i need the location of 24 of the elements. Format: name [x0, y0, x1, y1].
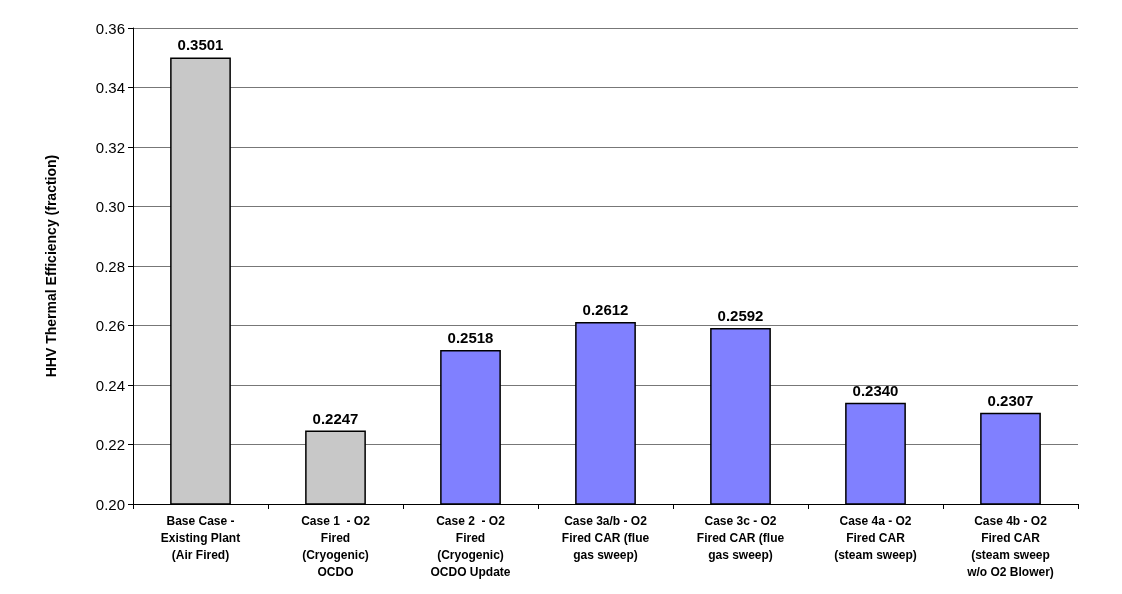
data-label: 0.3501: [177, 36, 224, 54]
data-label: 0.2340: [852, 381, 899, 399]
x-tick-label: Case 4b - O2 Fired CAR (steam sweep w/o O2 Blower): [966, 513, 1054, 579]
data-label: 0.2307: [987, 391, 1034, 409]
y-tick-label: 0.20: [95, 495, 125, 513]
y-tick-label: 0.30: [95, 198, 125, 215]
x-tick-label: Case 1 - O2 Fired (Cryogenic) OCDO: [301, 513, 371, 579]
data-label: 0.2612: [582, 300, 629, 318]
data-label: 0.2592: [717, 306, 764, 324]
x-tick-label: Base Case - Existing Plant (Air Fired): [160, 513, 241, 562]
y-tick-label: 0.24: [95, 376, 125, 394]
y-tick-label: 0.36: [95, 19, 125, 37]
y-tick-label: 0.22: [95, 436, 125, 453]
x-tick-label: Case 4a - O2 Fired CAR (steam sweep): [834, 513, 917, 562]
y-axis-title: HHV Thermal Efficiency (fraction): [43, 154, 59, 378]
y-tick-label: 0.26: [95, 317, 125, 334]
data-label: 0.2518: [447, 328, 494, 346]
data-label: 0.2247: [312, 409, 359, 427]
y-tick-label: 0.28: [95, 257, 125, 275]
x-tick-label: Case 3a/b - O2 Fired CAR (flue gas sweep): [561, 513, 650, 562]
y-tick-label: 0.32: [95, 138, 125, 156]
y-tick-label: 0.34: [95, 79, 125, 96]
x-tick-label: Case 2 - O2 Fired (Cryogenic) OCDO Update: [430, 513, 511, 579]
x-tick-label: Case 3c - O2 Fired CAR (flue gas sweep): [696, 513, 785, 562]
